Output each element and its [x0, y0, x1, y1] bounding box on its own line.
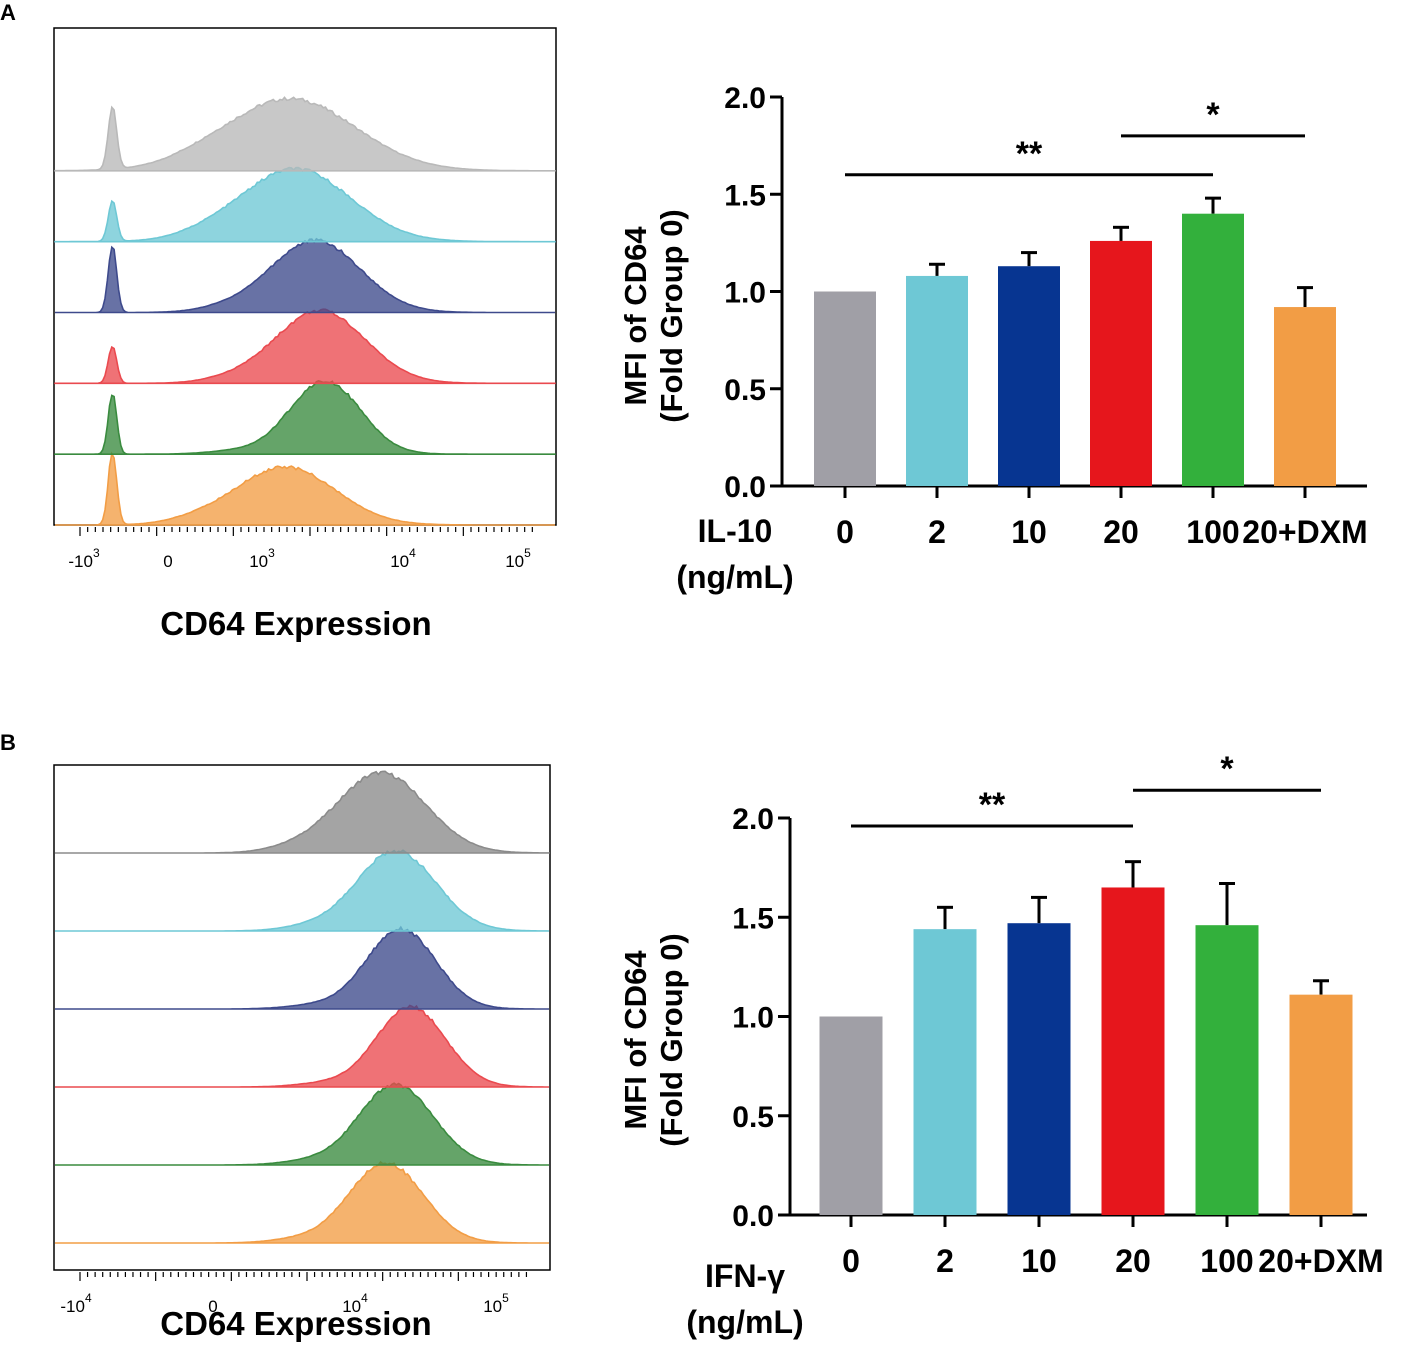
- histogram-b-trace-5: [55, 1082, 549, 1166]
- bar-chart-a-category-label: 20: [1103, 514, 1139, 550]
- bar-chart-a-y-tick-label: 0.0: [724, 471, 766, 504]
- bar-chart-b-bar-4: [1195, 925, 1259, 1215]
- bar-chart-a-bar-3: [1090, 240, 1152, 486]
- histogram-b-tick-label: -104: [60, 1291, 92, 1316]
- bar-chart-a-bar-2: [998, 266, 1060, 486]
- histogram-a-trace-1: [54, 96, 556, 172]
- bar-chart-b-bar-5: [1289, 994, 1353, 1215]
- bar-chart-b-bar-3: [1101, 887, 1165, 1215]
- bar-chart-b-y-tick-label: 1.5: [732, 902, 774, 935]
- histogram-b-tick-label: 0: [208, 1297, 217, 1316]
- bar-chart-a: 0.00.51.01.52.00 2 10 20 100 20+DXM***: [724, 82, 1367, 550]
- histogram-a-axis: -103 0 103 104 105: [68, 527, 533, 571]
- bar-chart-a-category-label: 0: [836, 514, 854, 550]
- bar-chart-a-significance-label: **: [1016, 135, 1043, 173]
- bar-chart-a-ylabel-line1: MFI of CD64: [618, 226, 653, 406]
- histogram-b-trace-6: [55, 1160, 549, 1244]
- bar-chart-a-significance-label: *: [1206, 96, 1220, 134]
- histogram-a-tick-label: 104: [390, 546, 416, 571]
- bar-chart-b-category-label: 100: [1200, 1243, 1253, 1279]
- bar-chart-a-category-label: 100: [1186, 514, 1239, 550]
- bar-chart-b-y-tick-label: 1.0: [732, 1002, 774, 1035]
- bar-chart-b-significance-label: *: [1220, 750, 1234, 788]
- bar-chart-b-category-label: 2: [936, 1243, 954, 1279]
- histogram-a-trace-4: [54, 308, 556, 385]
- bar-chart-b-significance-label: **: [979, 786, 1006, 824]
- bar-chart-a-bar-1: [906, 275, 968, 486]
- histogram-a-trace-3: [55, 237, 555, 314]
- panel-a-label: A: [0, 0, 16, 25]
- histogram-b-xlabel: CD64 Expression: [160, 1305, 431, 1342]
- bar-chart-a-group-label: IL-10: [698, 513, 773, 549]
- bar-chart-a-ylabel-line2: (Fold Group 0): [654, 209, 689, 423]
- bar-chart-a-y-tick-label: 1.5: [724, 179, 766, 212]
- bar-chart-b-group-label: IFN-γ: [705, 1258, 785, 1294]
- histogram-b-trace-3: [55, 925, 549, 1010]
- histogram-a-trace-5: [54, 379, 556, 455]
- bar-chart-a-bar-0: [814, 291, 876, 486]
- histogram-b-tick-label: 105: [483, 1291, 509, 1316]
- histogram-a-tick-label: 105: [505, 546, 531, 571]
- bar-chart-a-category-label: 20+DXM: [1242, 514, 1367, 550]
- bar-chart-b-category-label: 20: [1115, 1243, 1151, 1279]
- bar-chart-b-bar-0: [819, 1016, 883, 1215]
- bar-chart-a-y-tick-label: 2.0: [724, 82, 766, 115]
- panel-b: B -104 0 104 105 CD64 Expression 0.0 0.5 1.0 1…: [0, 730, 1384, 1342]
- bar-chart-b-ylabel-line1: MFI of CD64: [618, 950, 653, 1130]
- bar-chart-b-category-label: 20+DXM: [1258, 1243, 1383, 1279]
- bar-chart-b-bar-2: [1007, 923, 1071, 1215]
- panel-b-label: B: [0, 730, 16, 755]
- bar-chart-b-ylabel-line2: (Fold Group 0): [654, 933, 689, 1147]
- bar-chart-a-bar-4: [1182, 213, 1244, 486]
- histogram-b-trace-2: [55, 849, 550, 932]
- histogram-a-xlabel: CD64 Expression: [160, 605, 431, 642]
- histogram-b-tracks: [55, 770, 550, 1244]
- histogram-b-trace-1: [55, 770, 550, 854]
- bar-chart-a-category-label: 2: [928, 514, 946, 550]
- bar-chart-b-bar-1: [913, 929, 977, 1215]
- histogram-a-trace-6: [55, 451, 555, 526]
- bar-chart-a-y-tick-label: 0.5: [724, 374, 766, 407]
- histogram-b-axis: -104 0 104 105: [60, 1272, 528, 1316]
- histogram-a-tick-label: 0: [163, 552, 172, 571]
- bar-chart-b-group-unit: (ng/mL): [686, 1304, 803, 1340]
- histogram-b-tick-label: 104: [342, 1291, 368, 1316]
- bar-chart-a-y-tick-label: 1.0: [724, 277, 766, 310]
- histogram-a-tracks: [54, 96, 556, 526]
- bar-chart-b-y-tick-label: 2.0: [732, 803, 774, 836]
- bar-chart-b-y-tick-label: 0.0: [732, 1200, 774, 1233]
- histogram-a-trace-2: [54, 166, 556, 243]
- bar-chart-b-category-label: 10: [1021, 1243, 1057, 1279]
- bar-chart-a-group-unit: (ng/mL): [676, 559, 793, 595]
- bar-chart-b-y-tick-label: 0.5: [732, 1101, 774, 1134]
- panel-a: A -103 0 103 104 105 CD64 Expression 0.0 0.5 1…: [0, 0, 1368, 642]
- histogram-b-trace-4: [55, 1004, 549, 1088]
- bar-chart-a-category-label: 10: [1011, 514, 1047, 550]
- bar-chart-b-category-label: 0: [842, 1243, 860, 1279]
- histogram-a-tick-label: 103: [249, 546, 275, 571]
- histogram-b-frame: [53, 764, 551, 1271]
- histogram-a-tick-label: -103: [68, 546, 100, 571]
- bar-chart-a-bar-5: [1274, 307, 1336, 486]
- bar-chart-b: 0.00.51.01.52.00 2 10 20 100 20+DXM***: [732, 750, 1383, 1279]
